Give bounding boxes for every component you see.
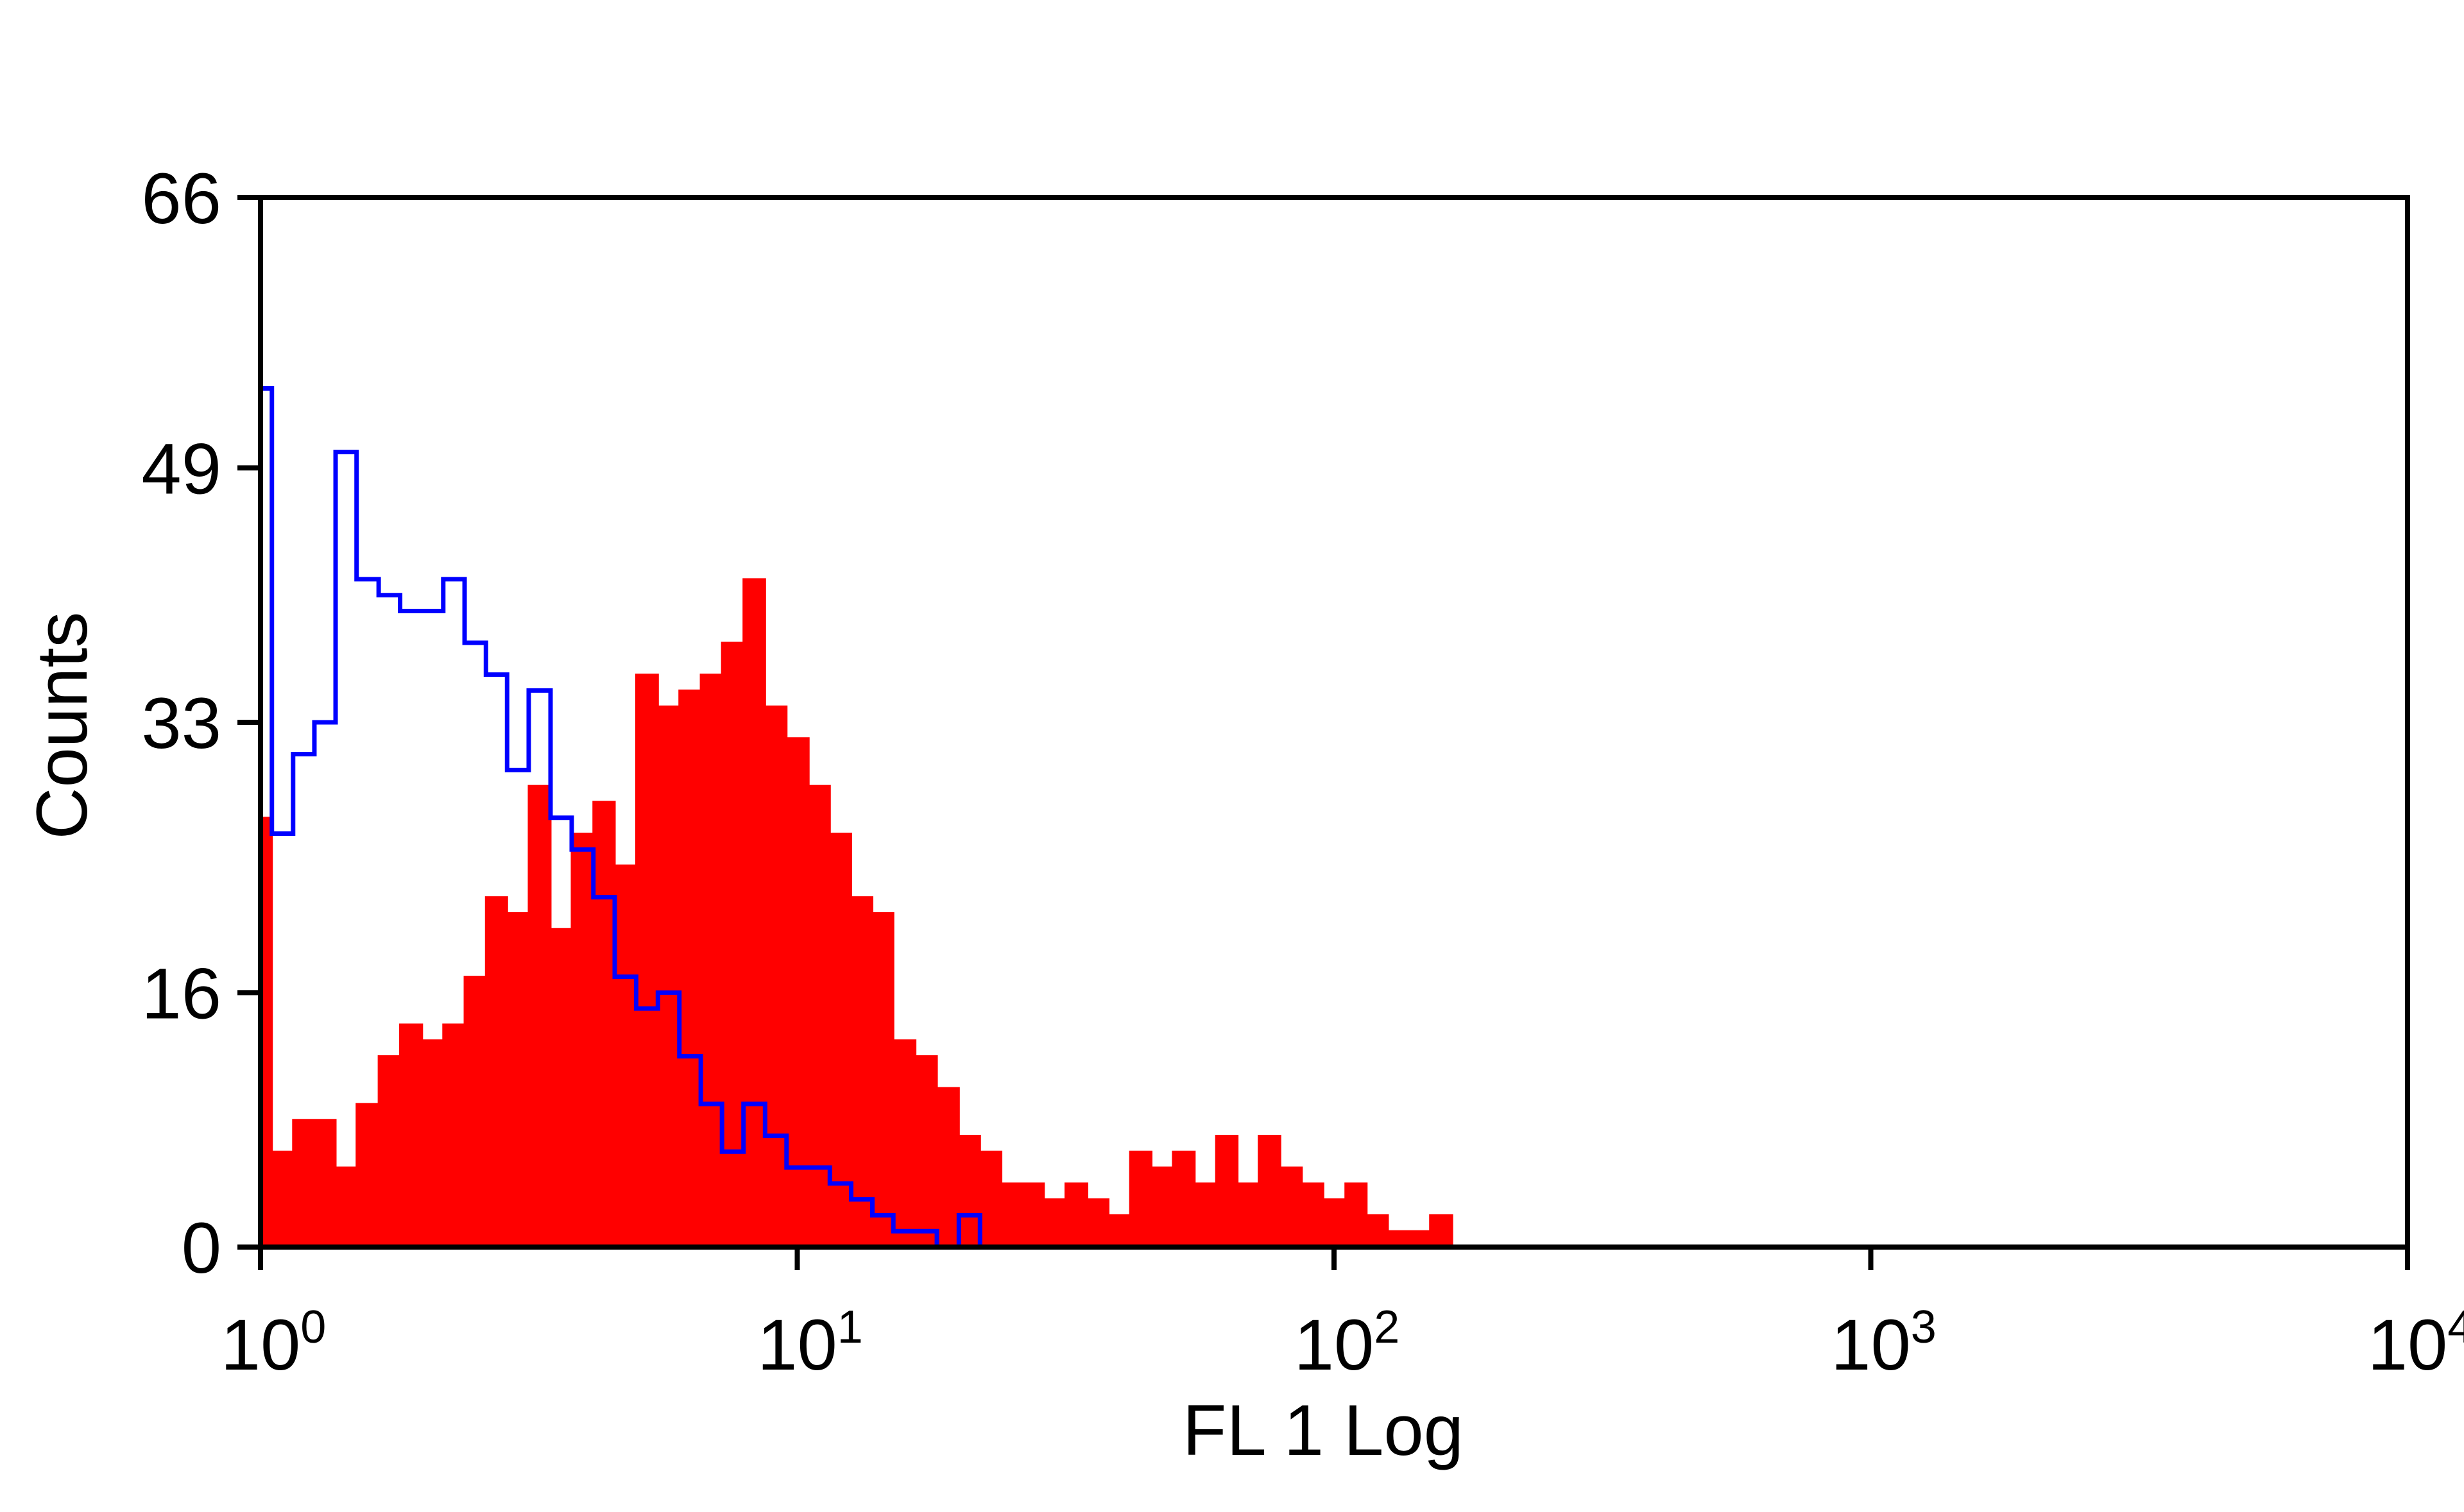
x-tick-label: 102 bbox=[1294, 1302, 1400, 1385]
x-tick-base: 10 bbox=[2368, 1305, 2448, 1385]
y-tick-label: 16 bbox=[141, 953, 221, 1033]
y-tick-label: 49 bbox=[141, 429, 221, 509]
x-tick-base: 10 bbox=[1831, 1305, 1911, 1385]
x-tick-exponent: 0 bbox=[300, 1302, 326, 1353]
x-tick-label: 101 bbox=[757, 1302, 863, 1385]
filled-histogram-area bbox=[259, 578, 1475, 1248]
x-axis-title: FL 1 Log bbox=[1183, 1390, 1464, 1470]
outline-histogram-line bbox=[258, 386, 1002, 1250]
x-tick-exponent: 1 bbox=[837, 1302, 863, 1353]
series-outline-histogram bbox=[258, 386, 1002, 1250]
series-filled-histogram bbox=[259, 578, 1475, 1248]
x-tick-label: 103 bbox=[1831, 1302, 1937, 1385]
x-tick-base: 10 bbox=[1294, 1305, 1374, 1385]
x-tick-exponent: 4 bbox=[2447, 1302, 2464, 1353]
x-tick-exponent: 3 bbox=[1911, 1302, 1937, 1353]
x-tick-base: 10 bbox=[221, 1305, 301, 1385]
y-axis-title: Counts bbox=[22, 612, 102, 840]
x-tick-base: 10 bbox=[757, 1305, 837, 1385]
y-tick-label: 66 bbox=[141, 158, 221, 239]
x-tick-exponent: 2 bbox=[1374, 1302, 1399, 1353]
y-tick-label: 33 bbox=[141, 683, 221, 763]
x-tick-label: 100 bbox=[221, 1302, 327, 1385]
y-tick-label: 0 bbox=[182, 1208, 221, 1288]
x-tick-label: 104 bbox=[2368, 1302, 2464, 1385]
